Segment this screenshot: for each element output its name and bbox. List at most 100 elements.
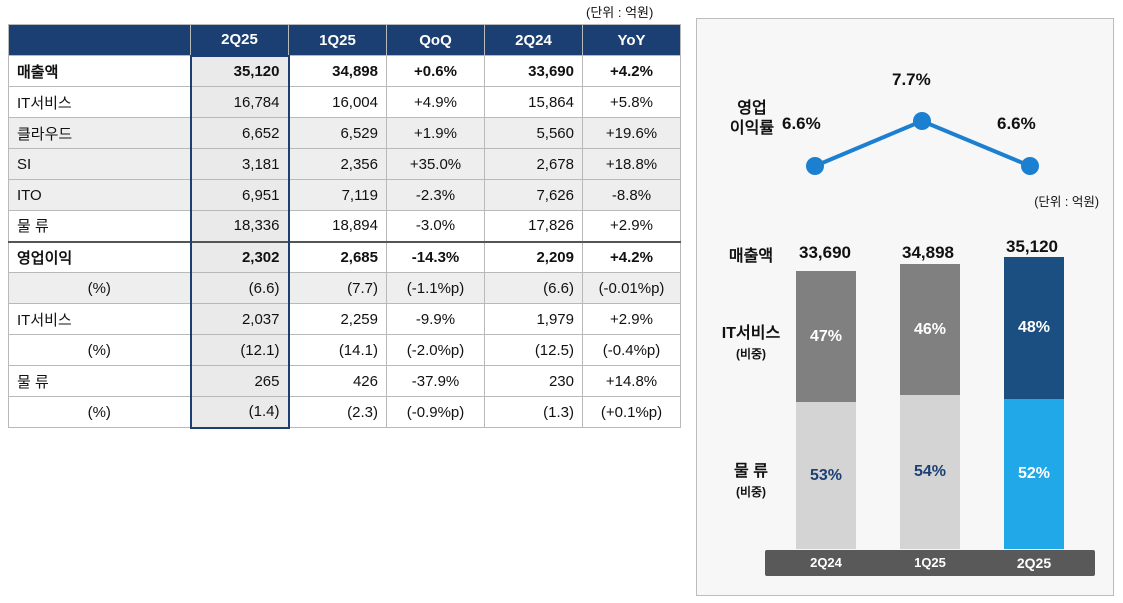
cell-yoy: +19.6% (582, 117, 681, 149)
it-share-label: IT서비스 (비중) (701, 324, 801, 364)
cell-2q25: (6.6) (189, 272, 290, 304)
row-label: 매출액 (8, 55, 191, 87)
row-label: (%) (8, 272, 191, 304)
table-row: SI 3,181 2,356 +35.0% 2,678 +18.8% (8, 148, 681, 180)
cell-qoq: -37.9% (386, 365, 485, 397)
bar-total-2q24: 33,690 (799, 243, 851, 262)
row-label: (%) (8, 334, 191, 366)
cell-yoy: +4.2% (582, 240, 681, 273)
bar-2q24: 47% 53% (796, 271, 856, 549)
table-row: IT서비스 2,037 2,259 -9.9% 1,979 +2.9% (8, 303, 681, 335)
table-row: (%) (6.6) (7.7) (-1.1%p) (6.6) (-0.01%p) (8, 272, 681, 304)
row-label: SI (8, 148, 191, 180)
cell-1q25: 2,356 (288, 148, 387, 180)
cell-2q24: 33,690 (484, 55, 583, 87)
operating-margin-line-svg (806, 112, 1039, 175)
cell-1q25: 2,685 (288, 240, 387, 273)
row-label: 물 류 (8, 210, 191, 242)
cell-2q25: 16,784 (189, 86, 290, 118)
cell-qoq: (-2.0%p) (386, 334, 485, 366)
bar-1q25: 46% 54% (900, 264, 960, 549)
axis-label-2q25: 2Q25 (1016, 555, 1052, 571)
cell-qoq: +4.9% (386, 86, 485, 118)
cell-2q25: 6,652 (189, 117, 290, 149)
margin-value-2q25: 6.6% (997, 114, 1036, 133)
cell-2q24: 2,209 (484, 240, 583, 273)
bar-total-1q25: 34,898 (902, 243, 954, 262)
cell-2q25: (1.4) (189, 396, 290, 429)
cell-qoq: (-0.9%p) (386, 396, 485, 428)
margin-label-line2: 이익률 (729, 120, 775, 137)
table-row: 영업이익 2,302 2,685 -14.3% 2,209 +4.2% (8, 240, 681, 273)
financial-summary-table: 2Q25 1Q25 QoQ 2Q24 YoY 매출액 35,120 34,898… (8, 24, 681, 429)
cell-2q24: (1.3) (484, 396, 583, 428)
cell-yoy: +4.2% (582, 55, 681, 87)
it-share-label-text: IT서비스 (721, 325, 781, 342)
axis-label-1q25: 1Q25 (914, 555, 946, 570)
cell-qoq: +1.9% (386, 117, 485, 149)
cell-1q25: (2.3) (288, 396, 387, 428)
table-row: 매출액 35,120 34,898 +0.6% 33,690 +4.2% (8, 54, 681, 87)
cell-2q25: 35,120 (189, 54, 290, 87)
cell-yoy: +14.8% (582, 365, 681, 397)
revenue-label: 매출액 (728, 248, 774, 265)
cell-2q24: (6.6) (484, 272, 583, 304)
margin-label: 영업 이익률 (709, 99, 795, 139)
cell-1q25: 34,898 (288, 55, 387, 87)
cell-yoy: -8.8% (582, 179, 681, 211)
cell-1q25: 18,894 (288, 210, 387, 242)
cell-yoy: (-0.4%p) (582, 334, 681, 366)
row-label: ITO (8, 179, 191, 211)
th-2q25: 2Q25 (190, 24, 289, 56)
cell-1q25: 2,259 (288, 303, 387, 335)
cell-qoq: (-1.1%p) (386, 272, 485, 304)
th-yoy: YoY (582, 24, 681, 56)
cell-2q25: 6,951 (189, 179, 290, 211)
row-label: IT서비스 (8, 303, 191, 335)
bar-2q24-it-segment: 47% (796, 271, 856, 402)
margin-label-line1: 영업 (737, 100, 767, 117)
bar-2q24-logistics-segment: 53% (796, 402, 856, 549)
cell-2q25: 18,336 (189, 210, 290, 242)
margin-point-1q25 (913, 112, 931, 130)
cell-2q24: 5,560 (484, 117, 583, 149)
unit-note-mid: (단위 : 억원) (1034, 195, 1099, 209)
cell-yoy: +18.8% (582, 148, 681, 180)
margin-point-2q24 (806, 157, 824, 175)
bar-2q25-it-segment: 48% (1004, 257, 1064, 399)
row-label: 물 류 (8, 365, 191, 397)
table-row: 물 류 18,336 18,894 -3.0% 17,826 +2.9% (8, 210, 681, 242)
cell-2q25: 265 (189, 365, 290, 397)
row-label: 영업이익 (8, 240, 191, 273)
logi-share-label-text: 물 류 (734, 463, 768, 480)
th-2q24: 2Q24 (484, 24, 583, 56)
table-row: 클라우드 6,652 6,529 +1.9% 5,560 +19.6% (8, 117, 681, 149)
cell-qoq: -2.3% (386, 179, 485, 211)
cell-1q25: 6,529 (288, 117, 387, 149)
bar-2q25: 48% 52% (1004, 257, 1064, 549)
table-header-row: 2Q25 1Q25 QoQ 2Q24 YoY (8, 24, 681, 56)
cell-1q25: 16,004 (288, 86, 387, 118)
cell-2q24: (12.5) (484, 334, 583, 366)
bar-1q25-it-segment: 46% (900, 264, 960, 395)
cell-2q24: 15,864 (484, 86, 583, 118)
logi-share-sublabel: (비중) (735, 485, 767, 499)
cell-1q25: (7.7) (288, 272, 387, 304)
cell-qoq: +35.0% (386, 148, 485, 180)
cell-qoq: -9.9% (386, 303, 485, 335)
cell-2q24: 17,826 (484, 210, 583, 242)
cell-2q24: 1,979 (484, 303, 583, 335)
margin-point-2q25 (1021, 157, 1039, 175)
cell-yoy: (-0.01%p) (582, 272, 681, 304)
chart-area: 영업 이익률 6.6% 7.7% 6.6% (단위 : 억원) 매출액 IT서비… (697, 19, 1113, 595)
cell-1q25: (14.1) (288, 334, 387, 366)
bar-total-2q25: 35,120 (1006, 237, 1058, 256)
cell-yoy: +2.9% (582, 210, 681, 242)
table-row: 물 류 265 426 -37.9% 230 +14.8% (8, 365, 681, 397)
table-row: IT서비스 16,784 16,004 +4.9% 15,864 +5.8% (8, 86, 681, 118)
cell-qoq: -14.3% (386, 240, 485, 273)
cell-2q25: 2,037 (189, 303, 290, 335)
category-axis-bar (765, 550, 1095, 576)
cell-2q24: 230 (484, 365, 583, 397)
cell-2q24: 7,626 (484, 179, 583, 211)
